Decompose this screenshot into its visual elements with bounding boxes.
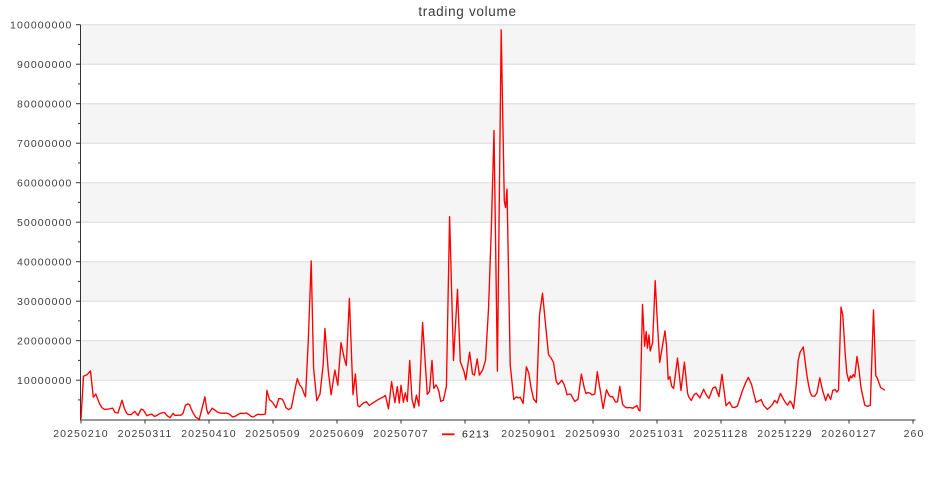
svg-text:20250707: 20250707 xyxy=(373,428,429,440)
svg-text:20250210: 20250210 xyxy=(53,428,109,440)
svg-text:260: 260 xyxy=(904,428,925,440)
svg-text:20250901: 20250901 xyxy=(501,428,557,440)
svg-text:30000000: 30000000 xyxy=(17,296,73,308)
svg-text:80000000: 80000000 xyxy=(17,98,73,110)
svg-text:70000000: 70000000 xyxy=(17,138,73,150)
svg-text:6213: 6213 xyxy=(462,429,490,441)
svg-text:20250930: 20250930 xyxy=(565,428,621,440)
svg-text:20251229: 20251229 xyxy=(757,428,813,440)
svg-text:10000000: 10000000 xyxy=(17,375,73,387)
svg-text:100000000: 100000000 xyxy=(10,19,72,31)
svg-text:20260127: 20260127 xyxy=(821,428,877,440)
svg-text:20250509: 20250509 xyxy=(245,428,301,440)
svg-text:50000000: 50000000 xyxy=(17,217,73,229)
svg-text:20250410: 20250410 xyxy=(181,428,237,440)
svg-text:trading volume: trading volume xyxy=(418,4,516,19)
svg-text:40000000: 40000000 xyxy=(17,256,73,268)
svg-text:60000000: 60000000 xyxy=(17,177,73,189)
svg-text:20000000: 20000000 xyxy=(17,335,73,347)
svg-text:20251128: 20251128 xyxy=(694,428,749,440)
svg-text:20250311: 20250311 xyxy=(118,428,173,440)
svg-text:20251031: 20251031 xyxy=(629,428,685,440)
svg-text:90000000: 90000000 xyxy=(17,59,73,71)
svg-text:20250609: 20250609 xyxy=(309,428,365,440)
